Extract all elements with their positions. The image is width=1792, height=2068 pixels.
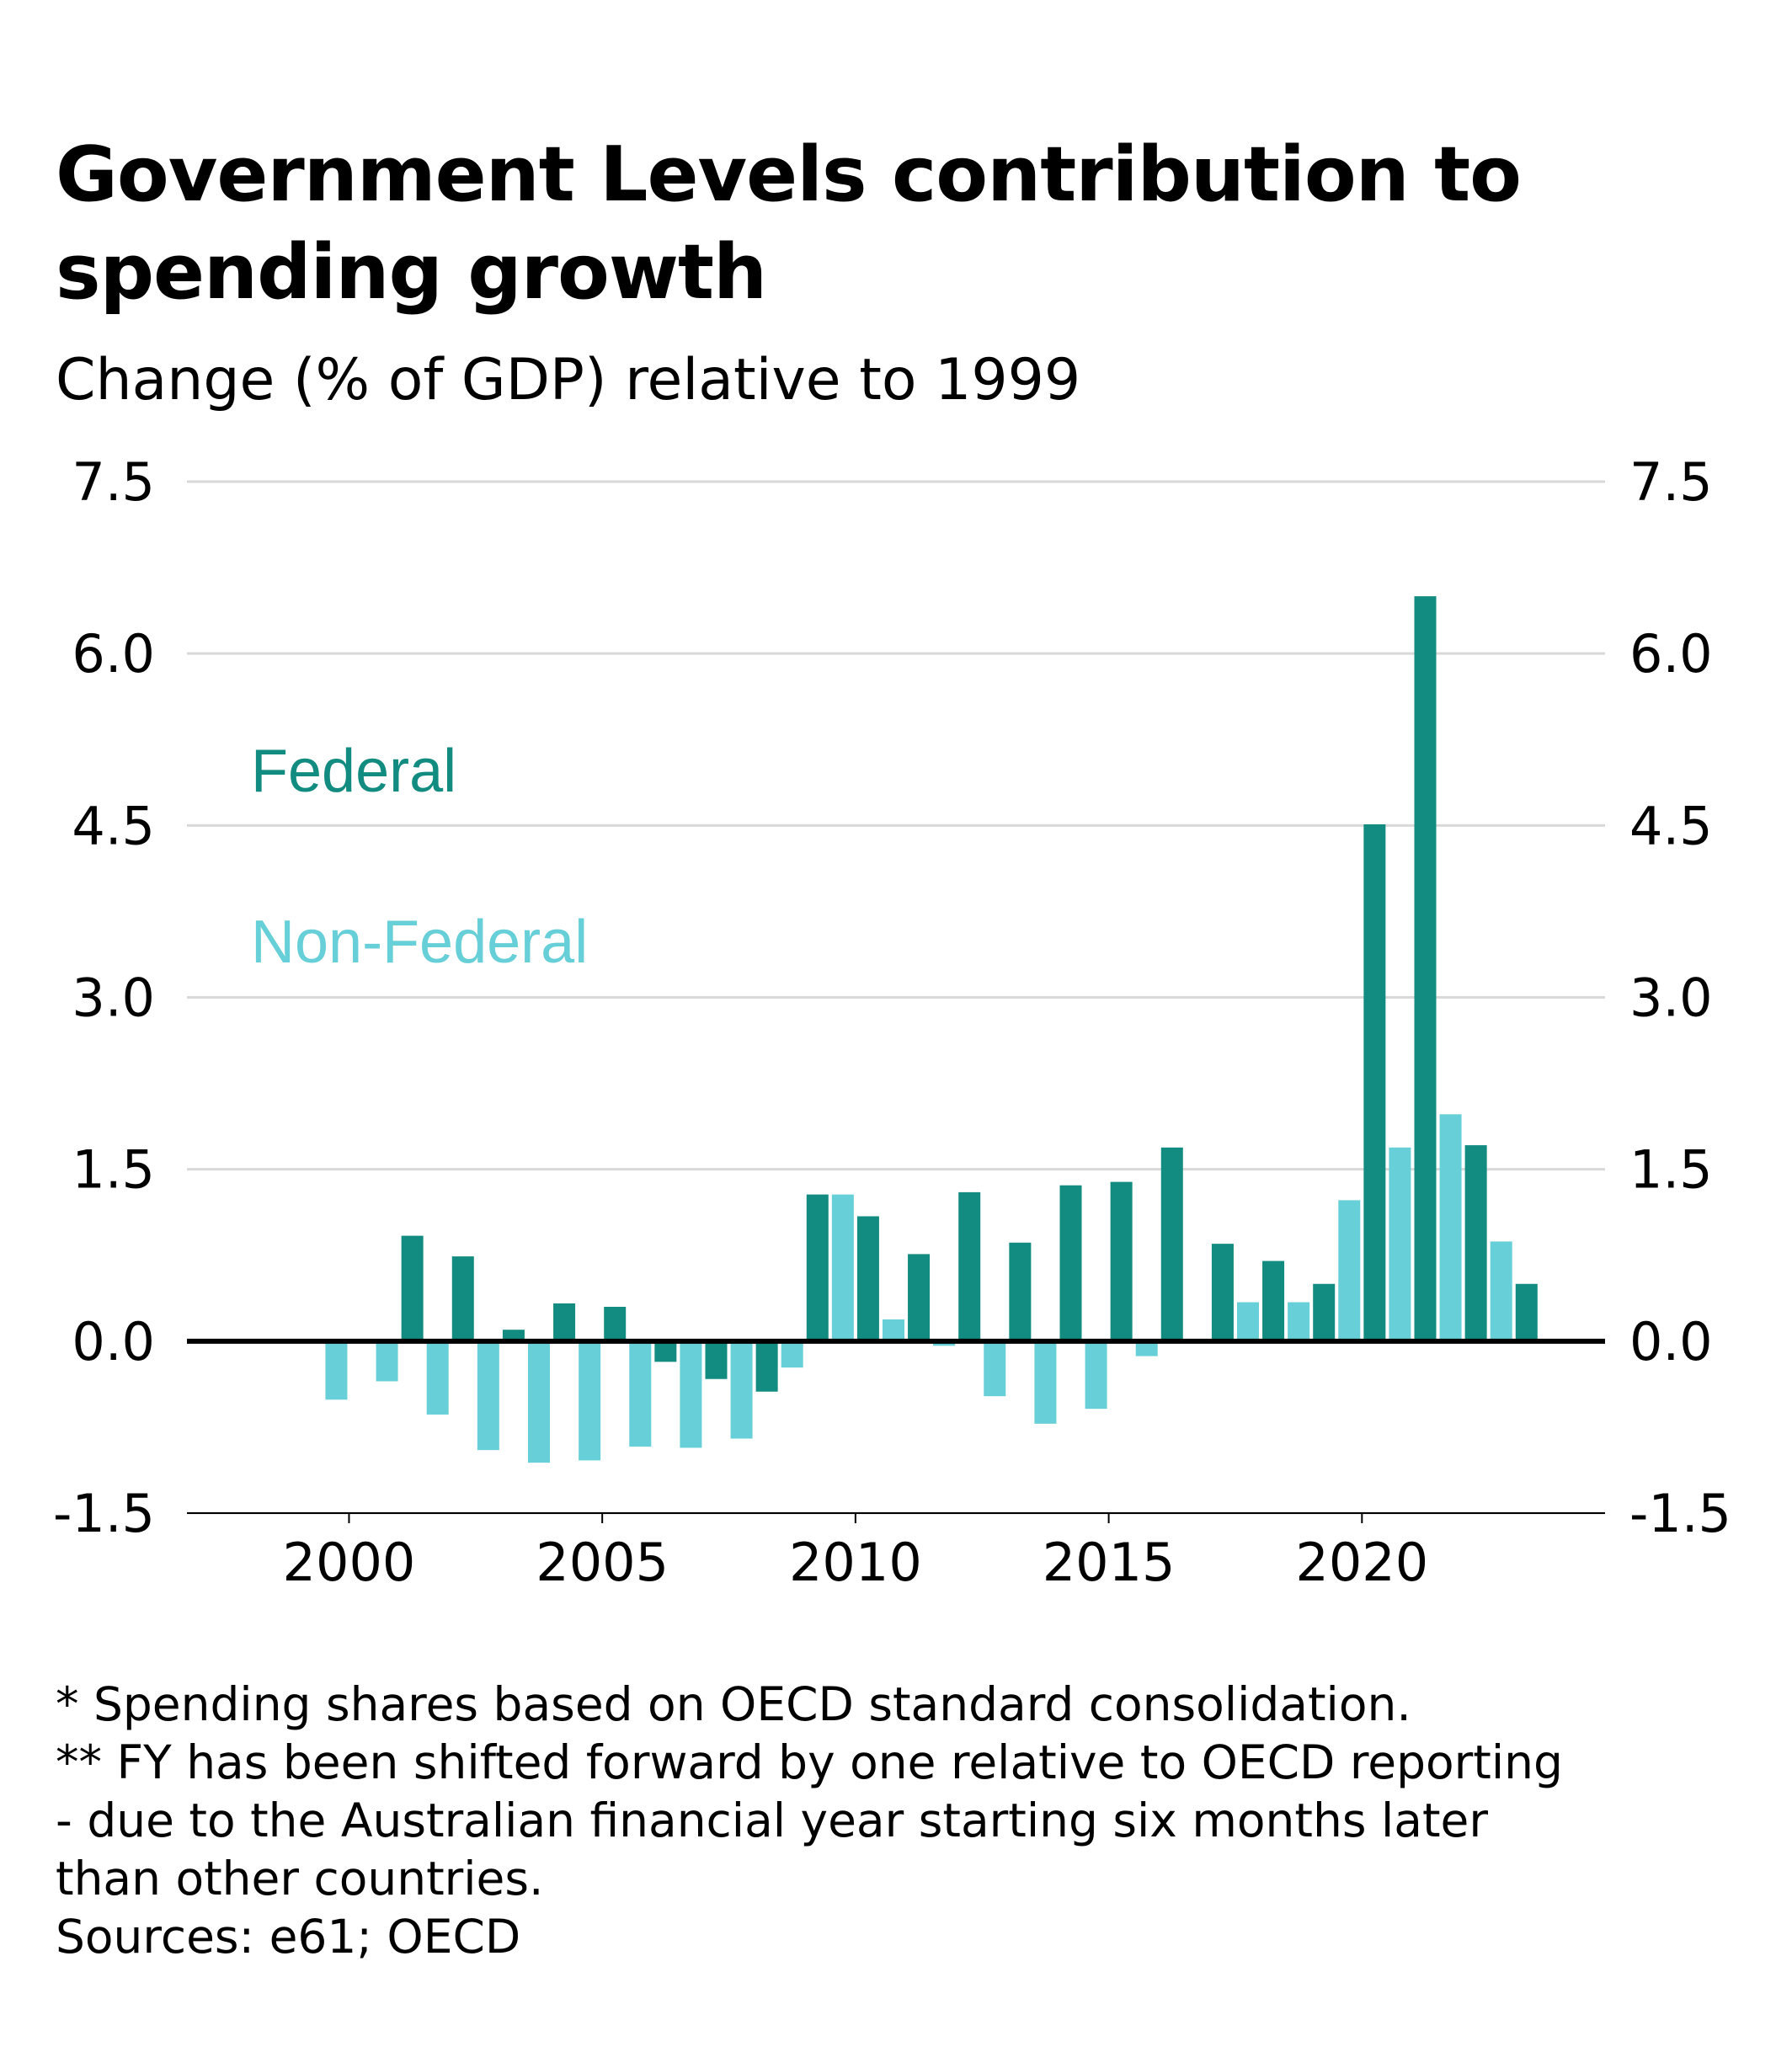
bars bbox=[325, 596, 1538, 1463]
bar-non-federal bbox=[1236, 1302, 1259, 1341]
bar-federal bbox=[1262, 1261, 1285, 1341]
bar-non-federal bbox=[1439, 1114, 1462, 1341]
bar-federal bbox=[958, 1191, 981, 1341]
bar-non-federal bbox=[477, 1340, 499, 1451]
y-tick-label-left: 4.5 bbox=[72, 795, 155, 856]
chart-subtitle: Change (% of GDP) relative to 1999 bbox=[56, 347, 1081, 413]
bar-federal bbox=[856, 1216, 879, 1341]
bar-federal bbox=[1515, 1283, 1538, 1341]
footnotes: * Spending shares based on OECD standard… bbox=[56, 1676, 1740, 1966]
bar-non-federal bbox=[1490, 1241, 1512, 1341]
bar-non-federal bbox=[426, 1340, 449, 1415]
x-tick-label: 2010 bbox=[789, 1532, 922, 1593]
bar-non-federal bbox=[1288, 1302, 1310, 1341]
x-axis: 2000 2005 2010 2015 2020 bbox=[283, 1513, 1428, 1593]
bar-non-federal bbox=[730, 1340, 753, 1439]
bar-federal bbox=[654, 1340, 677, 1362]
y-tick-label-right: 3.0 bbox=[1629, 967, 1713, 1029]
bar-non-federal bbox=[984, 1340, 1006, 1397]
y-tick-label-left: 6.0 bbox=[72, 623, 155, 685]
y-tick-label-left: 7.5 bbox=[72, 451, 155, 513]
bar-federal bbox=[1363, 823, 1386, 1341]
y-axis-left: -1.5 0.0 1.5 3.0 4.5 6.0 7.5 bbox=[53, 451, 155, 1544]
y-tick-label-right: 4.5 bbox=[1629, 795, 1713, 856]
y-tick-label-right: -1.5 bbox=[1629, 1483, 1731, 1544]
bar-federal bbox=[451, 1256, 474, 1341]
bar-non-federal bbox=[1338, 1200, 1361, 1341]
bar-non-federal bbox=[1034, 1340, 1057, 1424]
x-tick-label: 2000 bbox=[283, 1532, 416, 1593]
bar-federal bbox=[1313, 1283, 1336, 1341]
bar-federal bbox=[1009, 1242, 1032, 1341]
bar-non-federal bbox=[325, 1340, 348, 1400]
bar-non-federal bbox=[781, 1340, 803, 1368]
bar-non-federal bbox=[629, 1340, 652, 1447]
bar-non-federal bbox=[376, 1340, 398, 1382]
legend-non-federal: Non-Federal bbox=[251, 909, 588, 976]
bar-federal bbox=[1160, 1147, 1183, 1341]
footnote-line: ** FY has been shifted forward by one re… bbox=[56, 1735, 1563, 1789]
y-tick-label-left: 0.0 bbox=[72, 1311, 155, 1372]
bar-non-federal bbox=[882, 1319, 904, 1341]
bar-non-federal bbox=[680, 1340, 702, 1448]
source-line: Sources: e61; OECD bbox=[56, 1910, 521, 1964]
bar-federal bbox=[1211, 1244, 1234, 1341]
bar-federal bbox=[806, 1194, 829, 1341]
bar-federal bbox=[705, 1340, 728, 1379]
bar-non-federal bbox=[527, 1340, 550, 1463]
bar-non-federal bbox=[1085, 1340, 1107, 1410]
y-tick-label-right: 7.5 bbox=[1629, 451, 1713, 513]
bar-federal bbox=[502, 1330, 525, 1341]
x-tick-label: 2015 bbox=[1043, 1532, 1176, 1593]
x-tick-label: 2020 bbox=[1295, 1532, 1428, 1593]
bar-federal bbox=[1110, 1181, 1133, 1341]
y-tick-label-right: 6.0 bbox=[1629, 623, 1713, 685]
gridlines bbox=[187, 480, 1605, 1515]
footnote-line: * Spending shares based on OECD standard… bbox=[56, 1677, 1411, 1731]
bar-non-federal bbox=[1389, 1147, 1411, 1341]
bar-federal bbox=[553, 1303, 576, 1341]
y-tick-label-right: 1.5 bbox=[1629, 1139, 1713, 1201]
y-tick-label-left: 3.0 bbox=[72, 967, 155, 1029]
bar-federal bbox=[755, 1340, 778, 1392]
bar-federal bbox=[401, 1235, 424, 1341]
chart-title: Government Levels contribution to spendi… bbox=[56, 131, 1522, 317]
bar-federal bbox=[1059, 1185, 1082, 1341]
bar-chart: -1.5 0.0 1.5 3.0 4.5 6.0 7.5 -1.5 0.0 1.5 3.0 4.5 6… bbox=[53, 451, 1731, 1593]
y-tick-label-left: 1.5 bbox=[72, 1139, 155, 1201]
bar-non-federal bbox=[1135, 1340, 1158, 1356]
bar-federal bbox=[908, 1254, 931, 1341]
bar-non-federal bbox=[831, 1194, 854, 1341]
bar-federal bbox=[604, 1307, 627, 1341]
legend-federal: Federal bbox=[251, 738, 456, 805]
legend: Federal Non-Federal bbox=[251, 738, 588, 976]
y-axis-right: -1.5 0.0 1.5 3.0 4.5 6.0 7.5 bbox=[1629, 451, 1731, 1544]
bar-federal bbox=[1414, 596, 1437, 1341]
footnote-line: than other countries. bbox=[56, 1852, 544, 1905]
bar-federal bbox=[1464, 1145, 1487, 1341]
y-tick-label-left: -1.5 bbox=[53, 1483, 155, 1544]
bar-non-federal bbox=[579, 1340, 601, 1461]
y-tick-label-right: 0.0 bbox=[1629, 1311, 1713, 1372]
x-tick-label: 2005 bbox=[536, 1532, 669, 1593]
footnote-line: - due to the Australian financial year s… bbox=[56, 1794, 1488, 1847]
